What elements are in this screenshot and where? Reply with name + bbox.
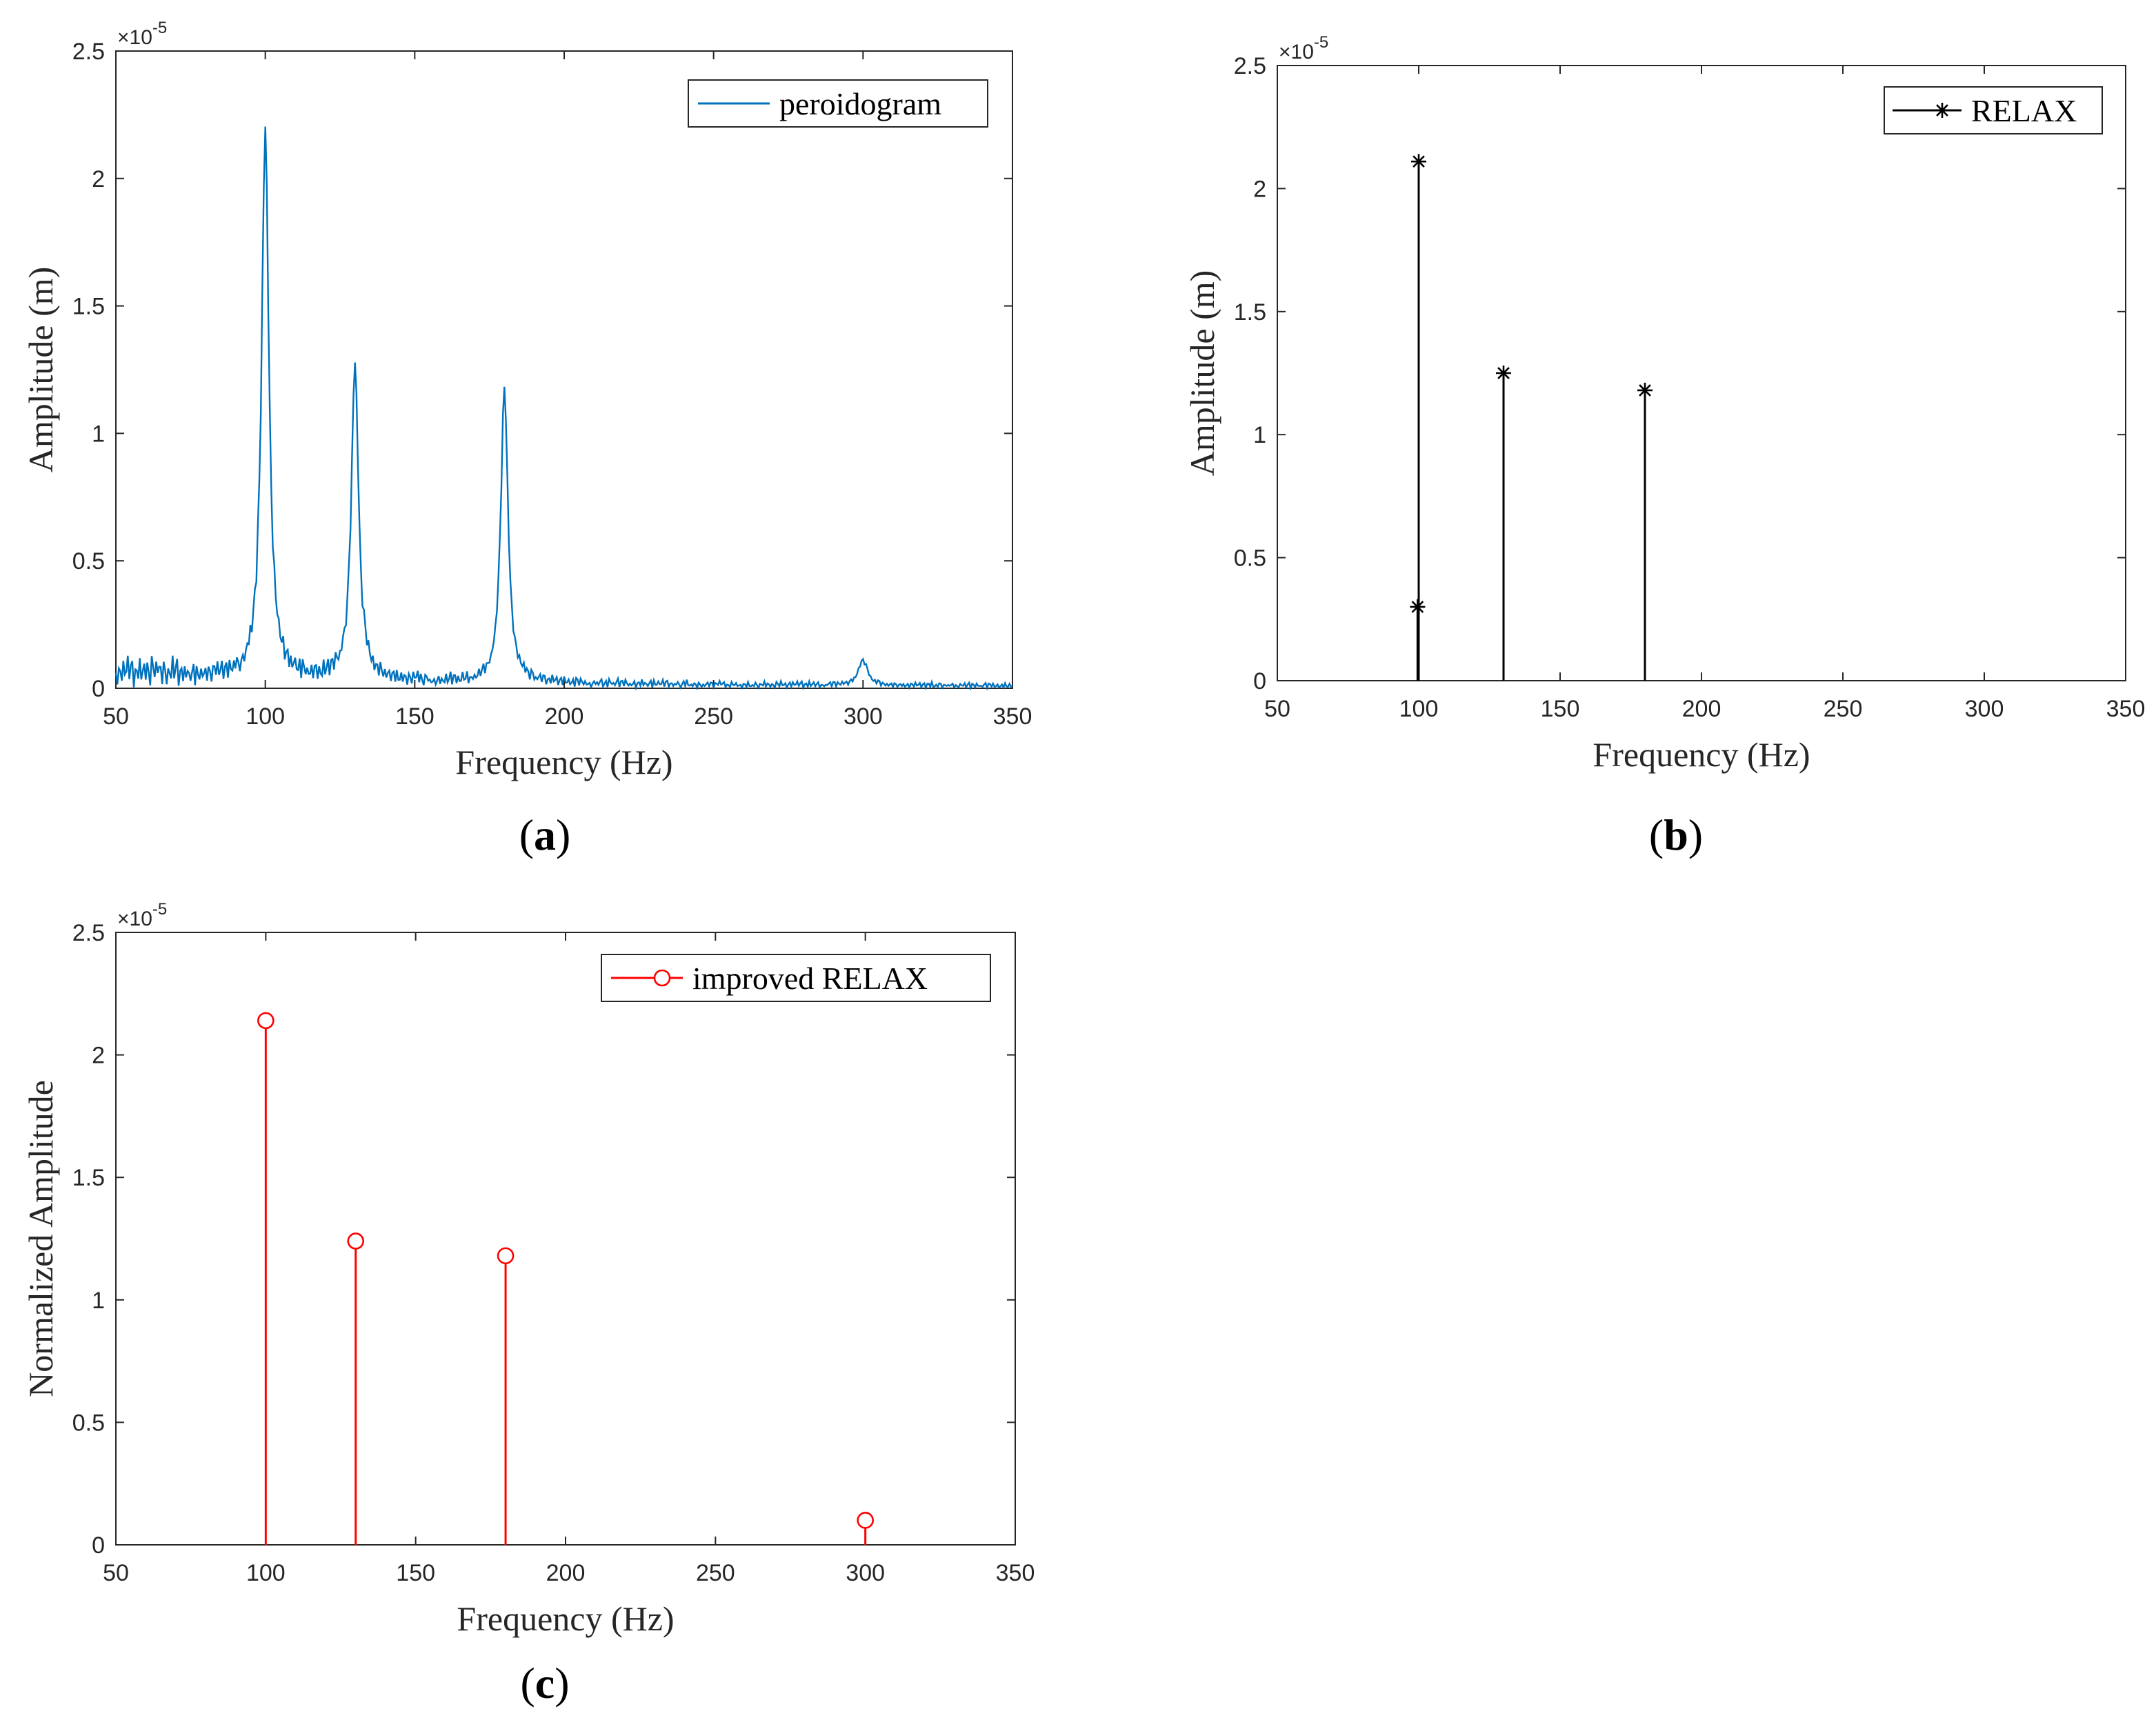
x-tick-label: 350 (993, 703, 1032, 730)
y-exponent-label: ×10-5 (117, 19, 167, 49)
legend: RELAX (1884, 86, 2103, 134)
x-tick-label: 100 (1399, 696, 1439, 722)
y-tick-label: 1 (92, 1288, 105, 1314)
panel-label-open: ( (520, 1659, 535, 1708)
x-tick-label: 300 (846, 1560, 885, 1586)
asterisk-stroke (1413, 155, 1425, 168)
x-tick-label: 350 (2106, 696, 2146, 722)
y-exponent-power: -5 (1314, 33, 1328, 52)
asterisk-stroke (1639, 384, 1651, 397)
y-axis-title: Amplitude (m) (21, 267, 60, 473)
x-tick-label: 150 (395, 703, 435, 730)
x-axis-title: Frequency (Hz) (455, 743, 672, 781)
legend: improved RELAX (601, 954, 991, 1002)
y-tick-label: 1 (92, 421, 105, 447)
legend-label: RELAX (1971, 93, 2077, 128)
panel-label-close: ) (1688, 810, 1703, 859)
x-tick-label: 150 (396, 1560, 435, 1586)
y-tick-label: 2 (92, 166, 105, 192)
chart-panel-b: 50 100 150 200 250 300 350 0 0.5 1 1.5 2 2.5 ×10-5 Fre… (1183, 33, 2145, 859)
x-tick-label: 250 (696, 1560, 735, 1586)
y-tick-label: 1.5 (72, 1165, 105, 1191)
plot-area-frame (115, 50, 1013, 689)
x-tick-label: 100 (246, 1560, 286, 1586)
panel-label-open: ( (519, 810, 534, 859)
stem-marker-asterisk (1637, 382, 1653, 398)
x-tick-label: 200 (545, 703, 584, 730)
plot-area-frame (1277, 65, 2126, 681)
panel-label-open: ( (1649, 810, 1664, 859)
asterisk-stroke (1497, 367, 1510, 379)
plot-area-frame (115, 932, 1016, 1546)
stem-marker-circle (497, 1247, 515, 1265)
y-tick-label: 2 (92, 1043, 105, 1069)
asterisk-stroke (1936, 104, 1948, 117)
y-exponent-base: ×10 (1279, 41, 1314, 63)
y-tick-label: 1 (1253, 422, 1266, 448)
panel-label-close: ) (555, 1659, 569, 1708)
stem-marker-circle (257, 1012, 275, 1030)
panel-label: (a) (519, 810, 571, 859)
y-exponent-base: ×10 (117, 908, 152, 930)
y-tick-label: 2 (1253, 176, 1266, 202)
x-axis-title: Frequency (Hz) (1593, 735, 1810, 774)
x-tick-label: 200 (1682, 696, 1721, 722)
y-tick-label: 2.5 (72, 39, 105, 65)
y-tick-label: 0 (92, 676, 105, 702)
x-tick-label: 250 (694, 703, 733, 730)
series-c (257, 1012, 874, 1545)
x-axis-title: Frequency (Hz) (457, 1599, 674, 1638)
asterisk-stroke (1411, 601, 1424, 613)
legend-marker-circle (653, 969, 671, 987)
y-tick-label: 0 (92, 1532, 105, 1559)
chart-panel-c: 50 100 150 200 250 300 350 0 0.5 1 1.5 2 2.5 ×10-5 Fre… (21, 900, 1035, 1708)
x-tick-label: 50 (103, 703, 129, 730)
y-tick-label: 0.5 (72, 548, 105, 574)
x-tick-label: 50 (1264, 696, 1290, 722)
x-tick-label: 150 (1541, 696, 1580, 722)
panel-label-close: ) (556, 810, 570, 859)
legend: peroidogram (688, 79, 988, 128)
legend-marker-asterisk (1935, 103, 1950, 118)
x-tick-label: 250 (1824, 696, 1863, 722)
stem-marker-asterisk (1411, 154, 1426, 170)
x-tick-label: 200 (546, 1560, 586, 1586)
panel-label-letter: c (535, 1659, 555, 1708)
series-a (114, 126, 1013, 691)
stem-marker-circle (347, 1232, 365, 1250)
y-tick-label: 2.5 (72, 920, 105, 946)
y-axis-title: Amplitude (m) (1183, 270, 1221, 477)
y-tick-label: 1.5 (1234, 299, 1266, 326)
y-axis-title: Normalized Amplitude (21, 1080, 60, 1397)
stem-marker-asterisk (1410, 599, 1426, 614)
y-exponent-label: ×10-5 (1279, 33, 1328, 63)
panel-label: (b) (1649, 810, 1703, 859)
y-exponent-power: -5 (152, 900, 167, 919)
y-exponent-label: ×10-5 (117, 900, 167, 930)
periodogram-line (114, 126, 1013, 691)
stem-marker-circle (857, 1512, 874, 1529)
y-tick-label: 0.5 (72, 1410, 105, 1436)
panel-label-letter: a (534, 810, 556, 859)
x-tick-label: 100 (246, 703, 285, 730)
y-tick-label: 0 (1253, 668, 1266, 694)
y-tick-label: 0.5 (1234, 546, 1266, 572)
x-tick-label: 50 (103, 1560, 129, 1586)
x-tick-label: 300 (1965, 696, 2004, 722)
chart-panel-a: 50 100 150 200 250 300 350 0 0.5 1 1.5 2 2.5 ×10-5 Fre… (21, 19, 1032, 859)
legend-label: peroidogram (779, 86, 941, 121)
x-tick-label: 350 (996, 1560, 1035, 1586)
legend-label: improved RELAX (692, 961, 928, 996)
y-tick-label: 2.5 (1234, 53, 1266, 79)
panel-label-letter: b (1664, 810, 1688, 859)
panel-label: (c) (520, 1659, 569, 1708)
y-tick-label: 1.5 (72, 294, 105, 320)
series-b (1410, 154, 1653, 681)
y-exponent-power: -5 (152, 19, 167, 37)
stem-marker-asterisk (1496, 366, 1511, 381)
x-tick-label: 300 (844, 703, 883, 730)
y-exponent-base: ×10 (117, 26, 152, 49)
